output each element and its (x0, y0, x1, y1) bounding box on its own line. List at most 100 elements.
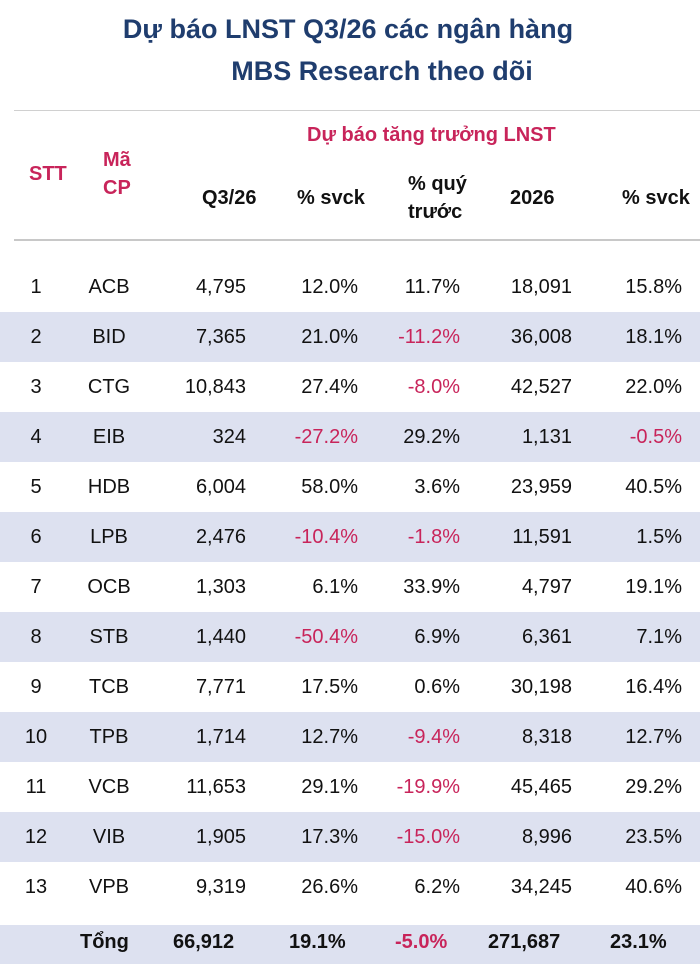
cell-ma: VCB (88, 775, 130, 798)
cell-stt: 7 (30, 575, 42, 598)
table-row: 4 EIB 324 -27.2% 29.2% 1,131 -0.5% (0, 412, 700, 462)
cell-q3: 324 (146, 412, 246, 462)
cell-quy: -11.2% (358, 312, 460, 362)
cell-ma: HDB (87, 475, 131, 498)
cell-svck: 12.7% (246, 712, 358, 762)
cell-svck: 27.4% (301, 375, 358, 398)
cell-quy: -9.4% (358, 712, 460, 762)
table-row: 2 BID 7,365 21.0% -11.2% 36,008 18.1% (0, 312, 700, 362)
header-group: Dự báo tăng trưởng LNST (307, 124, 556, 146)
cell-2026: 30,198 (510, 675, 572, 698)
table-row: 3 CTG 10,843 27.4% -8.0% 42,527 22.0% (0, 362, 700, 412)
cell-q3: 1,303 (195, 575, 246, 598)
cell-stt: 4 (0, 412, 72, 462)
table-row: 7 OCB 1,303 6.1% 33.9% 4,797 19.1% (0, 562, 700, 612)
cell-quy: 6.2% (414, 875, 460, 898)
cell-quy: -8.0% (407, 375, 460, 398)
cell-svck2: 40.6% (625, 875, 682, 898)
cell-quy: -15.0% (358, 812, 460, 862)
cell-2026: 6,361 (460, 612, 572, 662)
table-row: 8 STB 1,440 -50.4% 6.9% 6,361 7.1% (0, 612, 700, 662)
cell-svck2: 12.7% (572, 712, 700, 762)
forecast-table: 1 ACB 4,795 12.0% 11.7% 18,091 15.8% 2 BID 7,365 2… (0, 262, 700, 912)
cell-svck2: 18.1% (572, 312, 700, 362)
page-title-line2: MBS Research theo dõi (231, 56, 533, 86)
cell-svck2: 23.5% (572, 812, 700, 862)
cell-ma: ACB (88, 275, 130, 298)
cell-svck: 58.0% (301, 475, 358, 498)
table-row: 9 TCB 7,771 17.5% 0.6% 30,198 16.4% (0, 662, 700, 712)
cell-q3: 11,653 (186, 775, 246, 798)
cell-q3: 7,365 (146, 312, 246, 362)
cell-2026: 42,527 (510, 375, 572, 398)
cell-svck: 17.3% (246, 812, 358, 862)
cell-q3: 4,795 (195, 275, 246, 298)
cell-stt: 2 (0, 312, 72, 362)
table-row: 1 ACB 4,795 12.0% 11.7% 18,091 15.8% (0, 262, 700, 312)
cell-2026: 8,996 (460, 812, 572, 862)
cell-svck2: -0.5% (572, 412, 700, 462)
cell-quy: -19.9% (396, 775, 460, 798)
cell-stt: 11 (25, 775, 47, 798)
table-row: 13 VPB 9,319 26.6% 6.2% 34,245 40.6% (0, 862, 700, 912)
total-row: Tổng 66,912 19.1% -5.0% 271,687 23.1% (0, 925, 700, 964)
header-2026: 2026 (510, 187, 555, 209)
cell-svck2: 40.5% (625, 475, 682, 498)
cell-2026: 4,797 (521, 575, 572, 598)
cell-svck: 26.6% (301, 875, 358, 898)
cell-q3: 1,714 (146, 712, 246, 762)
cell-svck: -10.4% (246, 512, 358, 562)
table-row: 5 HDB 6,004 58.0% 3.6% 23,959 40.5% (0, 462, 700, 512)
cell-2026: 18,091 (510, 275, 572, 298)
table-row: 6 LPB 2,476 -10.4% -1.8% 11,591 1.5% (0, 512, 700, 562)
cell-quy: 29.2% (358, 412, 460, 462)
cell-q3: 6,004 (195, 475, 246, 498)
total-label: Tổng (80, 931, 129, 953)
cell-q3: 2,476 (146, 512, 246, 562)
cell-svck2: 29.2% (625, 775, 682, 798)
cell-stt: 9 (30, 675, 42, 698)
cell-svck2: 22.0% (625, 375, 682, 398)
cell-q3: 1,440 (146, 612, 246, 662)
header-q3: Q3/26 (202, 187, 257, 209)
cell-ma: VPB (88, 875, 130, 898)
cell-quy: 6.9% (358, 612, 460, 662)
cell-2026: 11,591 (460, 512, 572, 562)
cell-ma: TCB (89, 675, 129, 698)
header-ma-line1: Mã (103, 149, 131, 171)
table-row: 11 VCB 11,653 29.1% -19.9% 45,465 29.2% (0, 762, 700, 812)
cell-quy: 11.7% (404, 275, 460, 298)
cell-ma: CTG (87, 375, 131, 398)
cell-svck: -50.4% (246, 612, 358, 662)
total-2026: 271,687 (488, 931, 561, 953)
cell-ma: TPB (72, 712, 146, 762)
cell-svck: -27.2% (246, 412, 358, 462)
cell-q3: 10,843 (184, 375, 246, 398)
cell-2026: 8,318 (460, 712, 572, 762)
total-svck: 19.1% (289, 931, 346, 953)
cell-ma: EIB (72, 412, 146, 462)
cell-q3: 1,905 (146, 812, 246, 862)
cell-svck: 21.0% (246, 312, 358, 362)
cell-2026: 34,245 (510, 875, 572, 898)
cell-ma: VIB (72, 812, 146, 862)
cell-svck: 17.5% (301, 675, 358, 698)
header-quy-line2: trước (408, 201, 463, 223)
cell-svck2: 7.1% (572, 612, 700, 662)
cell-quy: 0.6% (414, 675, 460, 698)
cell-stt: 5 (30, 475, 42, 498)
header-ma-line2: CP (103, 177, 131, 199)
cell-stt: 12 (0, 812, 72, 862)
cell-ma: BID (72, 312, 146, 362)
header-svck: % svck (297, 187, 365, 209)
cell-quy: -1.8% (358, 512, 460, 562)
table-row: 12 VIB 1,905 17.3% -15.0% 8,996 23.5% (0, 812, 700, 862)
total-svck2: 23.1% (610, 931, 667, 953)
cell-2026: 36,008 (460, 312, 572, 362)
cell-stt: 6 (0, 512, 72, 562)
cell-stt: 13 (24, 875, 48, 898)
cell-stt: 8 (0, 612, 72, 662)
cell-ma: STB (72, 612, 146, 662)
cell-q3: 7,771 (195, 675, 246, 698)
cell-ma: OCB (87, 575, 131, 598)
